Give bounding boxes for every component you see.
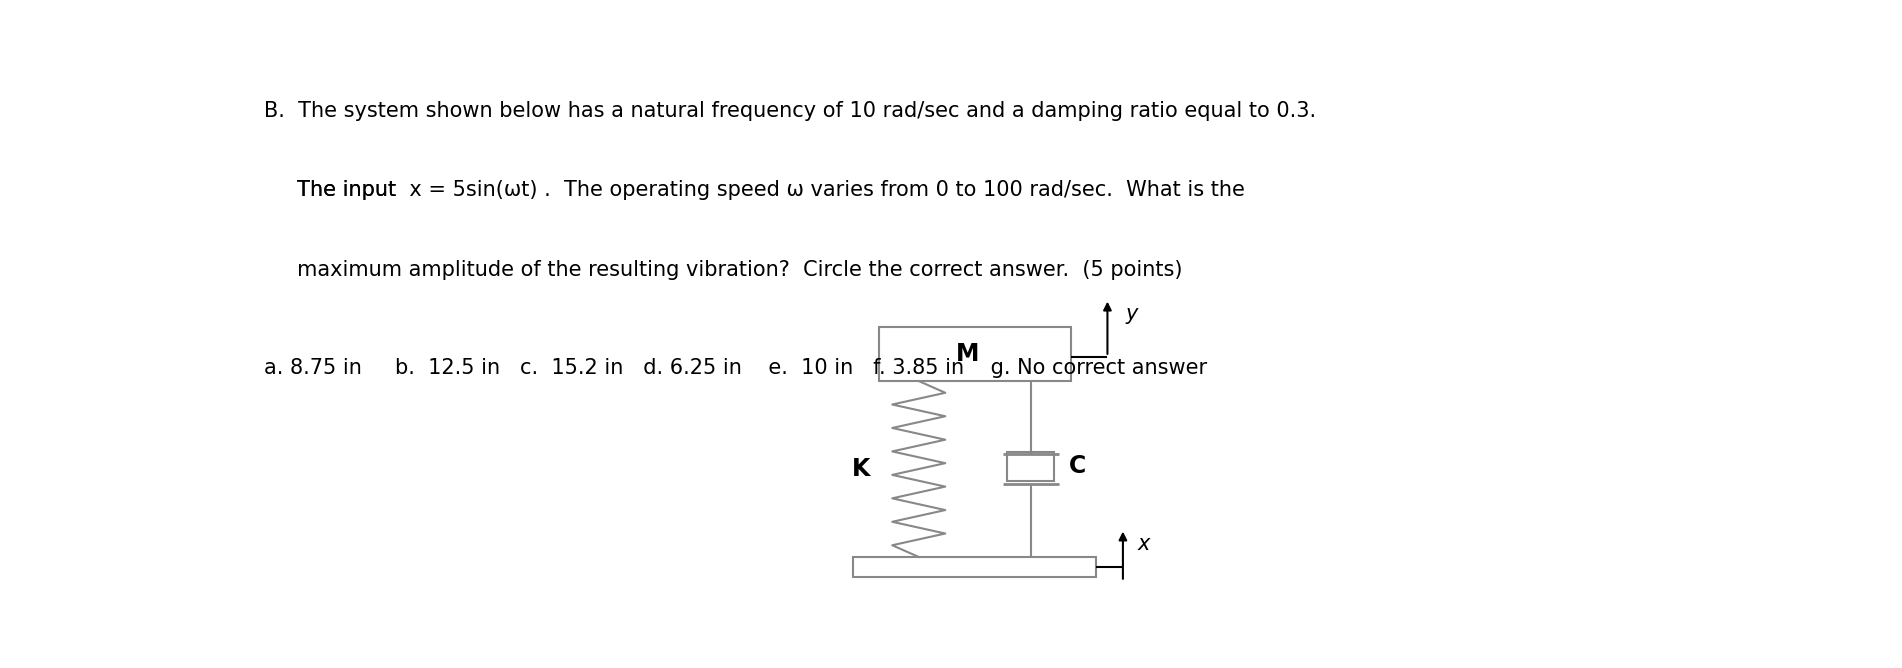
- Text: maximum amplitude of the resulting vibration?  Circle the correct answer.  (5 po: maximum amplitude of the resulting vibra…: [264, 261, 1183, 280]
- Text: x: x: [1137, 534, 1151, 554]
- Text: C: C: [1069, 454, 1086, 478]
- Bar: [854, 557, 1096, 576]
- Text: y: y: [1126, 304, 1137, 324]
- Text: B.  The system shown below has a natural frequency of 10 rad/sec and a damping r: B. The system shown below has a natural …: [264, 101, 1316, 121]
- Bar: [1008, 452, 1054, 480]
- Text: The input: The input: [264, 180, 409, 200]
- Text: K: K: [852, 457, 869, 481]
- Bar: [879, 327, 1071, 381]
- Text: The input  x = 5sin(ωt) .  The operating speed ω varies from 0 to 100 rad/sec.  : The input x = 5sin(ωt) . The operating s…: [264, 180, 1246, 200]
- Text: a. 8.75 in     b.  12.5 in   c.  15.2 in   d. 6.25 in    e.  10 in   f. 3.85 in : a. 8.75 in b. 12.5 in c. 15.2 in d. 6.25…: [264, 358, 1208, 378]
- Text: M: M: [955, 342, 980, 366]
